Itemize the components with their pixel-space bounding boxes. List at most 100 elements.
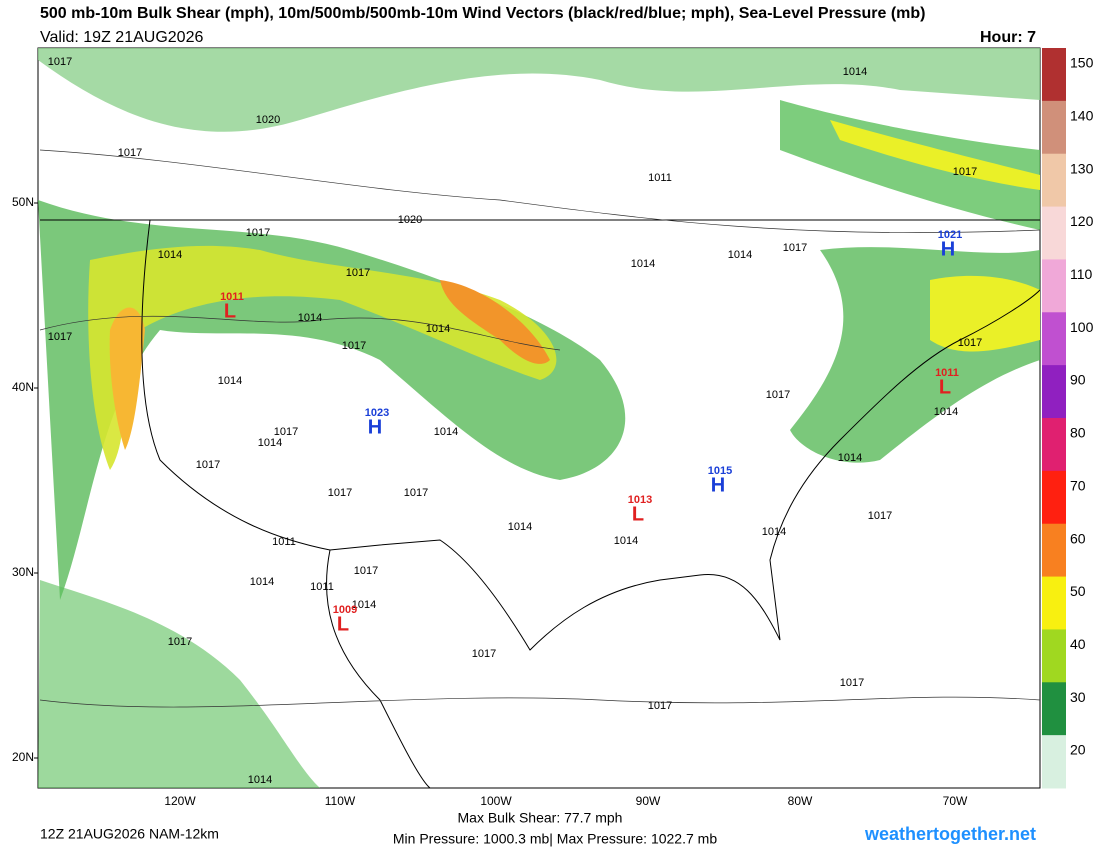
- isobar-label: 1014: [838, 452, 862, 464]
- latitude-label: 30N: [12, 565, 34, 579]
- title: 500 mb-10m Bulk Shear (mph), 10m/500mb/5…: [40, 5, 925, 22]
- center-pressure: 1013: [628, 494, 652, 506]
- colorbar-swatch: [1042, 735, 1066, 789]
- isobar-label: 1014: [508, 521, 532, 533]
- colorbar-swatch: [1042, 523, 1066, 578]
- colorbar-swatch: [1042, 153, 1066, 208]
- colorbar-label: 140: [1070, 107, 1094, 123]
- isobar-label: 1017: [328, 487, 352, 499]
- isobar-label: 1017: [48, 56, 72, 68]
- map: [37, 47, 1041, 789]
- isobar-label: 1014: [762, 526, 786, 538]
- center-pressure: 1021: [938, 229, 962, 241]
- isobar-label: 1014: [258, 437, 282, 449]
- center-symbol: L: [337, 613, 349, 635]
- isobar-label: 1014: [158, 249, 182, 261]
- colorbar-label: 120: [1070, 213, 1094, 229]
- latitude-label: 20N: [12, 750, 34, 764]
- isobar-label: 1014: [426, 323, 450, 335]
- center-symbol: L: [939, 376, 951, 398]
- longitude-label: 120W: [164, 794, 196, 808]
- colorbar: 150 140 130 120 110 100 90 80 70 60 50 40 30 20: [1042, 48, 1094, 789]
- isobar-label: 1011: [310, 581, 334, 593]
- isobar-label: 1014: [248, 774, 272, 786]
- colorbar-swatch: [1042, 418, 1066, 472]
- isobar-label: 1017: [648, 700, 672, 712]
- longitude-label: 70W: [943, 794, 968, 808]
- isobar-label: 1017: [404, 487, 428, 499]
- center-symbol: H: [941, 238, 955, 260]
- isobar-label: 1014: [614, 535, 638, 547]
- max-shear: Max Bulk Shear: 77.7 mph: [458, 810, 623, 826]
- center-pressure: 1011: [935, 367, 959, 379]
- isobar-label: 1017: [246, 227, 270, 239]
- isobar-label: 1017: [840, 677, 864, 689]
- isobar-label: 1017: [118, 147, 142, 159]
- longitude-label: 80W: [788, 794, 813, 808]
- isobar-label: 1017: [274, 426, 298, 438]
- colorbar-swatch: [1042, 365, 1066, 419]
- center-symbol: L: [632, 503, 644, 525]
- longitude-label: 100W: [480, 794, 512, 808]
- colorbar-label: 80: [1070, 425, 1086, 441]
- center-pressure: 1011: [220, 291, 244, 303]
- center-symbol: L: [224, 300, 236, 322]
- isobar-label: 1014: [352, 599, 376, 611]
- pressure-labels: 1017102010171011101410171020101710141017…: [48, 56, 982, 786]
- forecast-hour: Hour: 7: [980, 29, 1036, 46]
- isobar-label: 1017: [48, 331, 72, 343]
- isobar-label: 1020: [398, 214, 422, 226]
- center-symbol: H: [711, 474, 725, 496]
- isobar-label: 1017: [953, 166, 977, 178]
- center-pressure: 1023: [365, 407, 389, 419]
- valid-time: Valid: 19Z 21AUG2026: [40, 29, 203, 46]
- isobar-label: 1014: [843, 66, 867, 78]
- colorbar-label: 150: [1070, 55, 1094, 71]
- center-symbol: H: [368, 416, 382, 438]
- colorbar-swatch: [1042, 48, 1066, 102]
- isobar-label: 1017: [868, 510, 892, 522]
- model-run: 12Z 21AUG2026 NAM-12km: [40, 826, 219, 842]
- center-pressure: 1009: [333, 604, 357, 616]
- colorbar-label: 130: [1070, 160, 1094, 176]
- longitude-label: 90W: [636, 794, 661, 808]
- pressure-range: Min Pressure: 1000.3 mb| Max Pressure: 1…: [393, 831, 717, 847]
- isobar-label: 1017: [958, 337, 982, 349]
- colorbar-swatch: [1042, 206, 1066, 260]
- isobar-label: 1011: [648, 172, 672, 184]
- isobar-label: 1017: [766, 389, 790, 401]
- center-pressure: 1015: [708, 465, 732, 477]
- colorbar-label: 100: [1070, 319, 1094, 335]
- isobar-label: 1017: [342, 340, 366, 352]
- boundaries: [40, 219, 1040, 788]
- isobar-label: 1011: [272, 536, 296, 548]
- colorbar-label: 30: [1070, 689, 1086, 705]
- colorbar-swatch: [1042, 470, 1066, 525]
- isobar-label: 1014: [250, 576, 274, 588]
- isobar-label: 1014: [728, 249, 752, 261]
- isobar-label: 1017: [346, 267, 370, 279]
- colorbar-swatch: [1042, 312, 1066, 366]
- colorbar-swatch: [1042, 629, 1066, 683]
- isobar-label: 1017: [783, 242, 807, 254]
- isobar-label: 1017: [472, 648, 496, 660]
- colorbar-label: 90: [1070, 372, 1086, 388]
- colorbar-swatch: [1042, 576, 1066, 630]
- colorbar-label: 60: [1070, 530, 1086, 546]
- isobar-label: 1017: [168, 636, 192, 648]
- colorbar-swatch: [1042, 259, 1066, 313]
- isobar-label: 1020: [256, 114, 280, 126]
- colorbar-swatch: [1042, 682, 1066, 736]
- colorbar-label: 110: [1070, 266, 1093, 282]
- axes-labels: 50N 40N 30N 20N 120W 110W 100W 90W 80W 70W: [12, 195, 968, 808]
- colorbar-label: 50: [1070, 583, 1086, 599]
- isobars: [39, 149, 1040, 708]
- colorbar-label: 20: [1070, 742, 1086, 758]
- isobar-label: 1014: [218, 375, 242, 387]
- isobar-label: 1014: [434, 426, 458, 438]
- colorbar-label: 40: [1070, 636, 1086, 652]
- site-credit: weathertogether.net: [864, 824, 1036, 844]
- colorbar-label: 70: [1070, 477, 1086, 493]
